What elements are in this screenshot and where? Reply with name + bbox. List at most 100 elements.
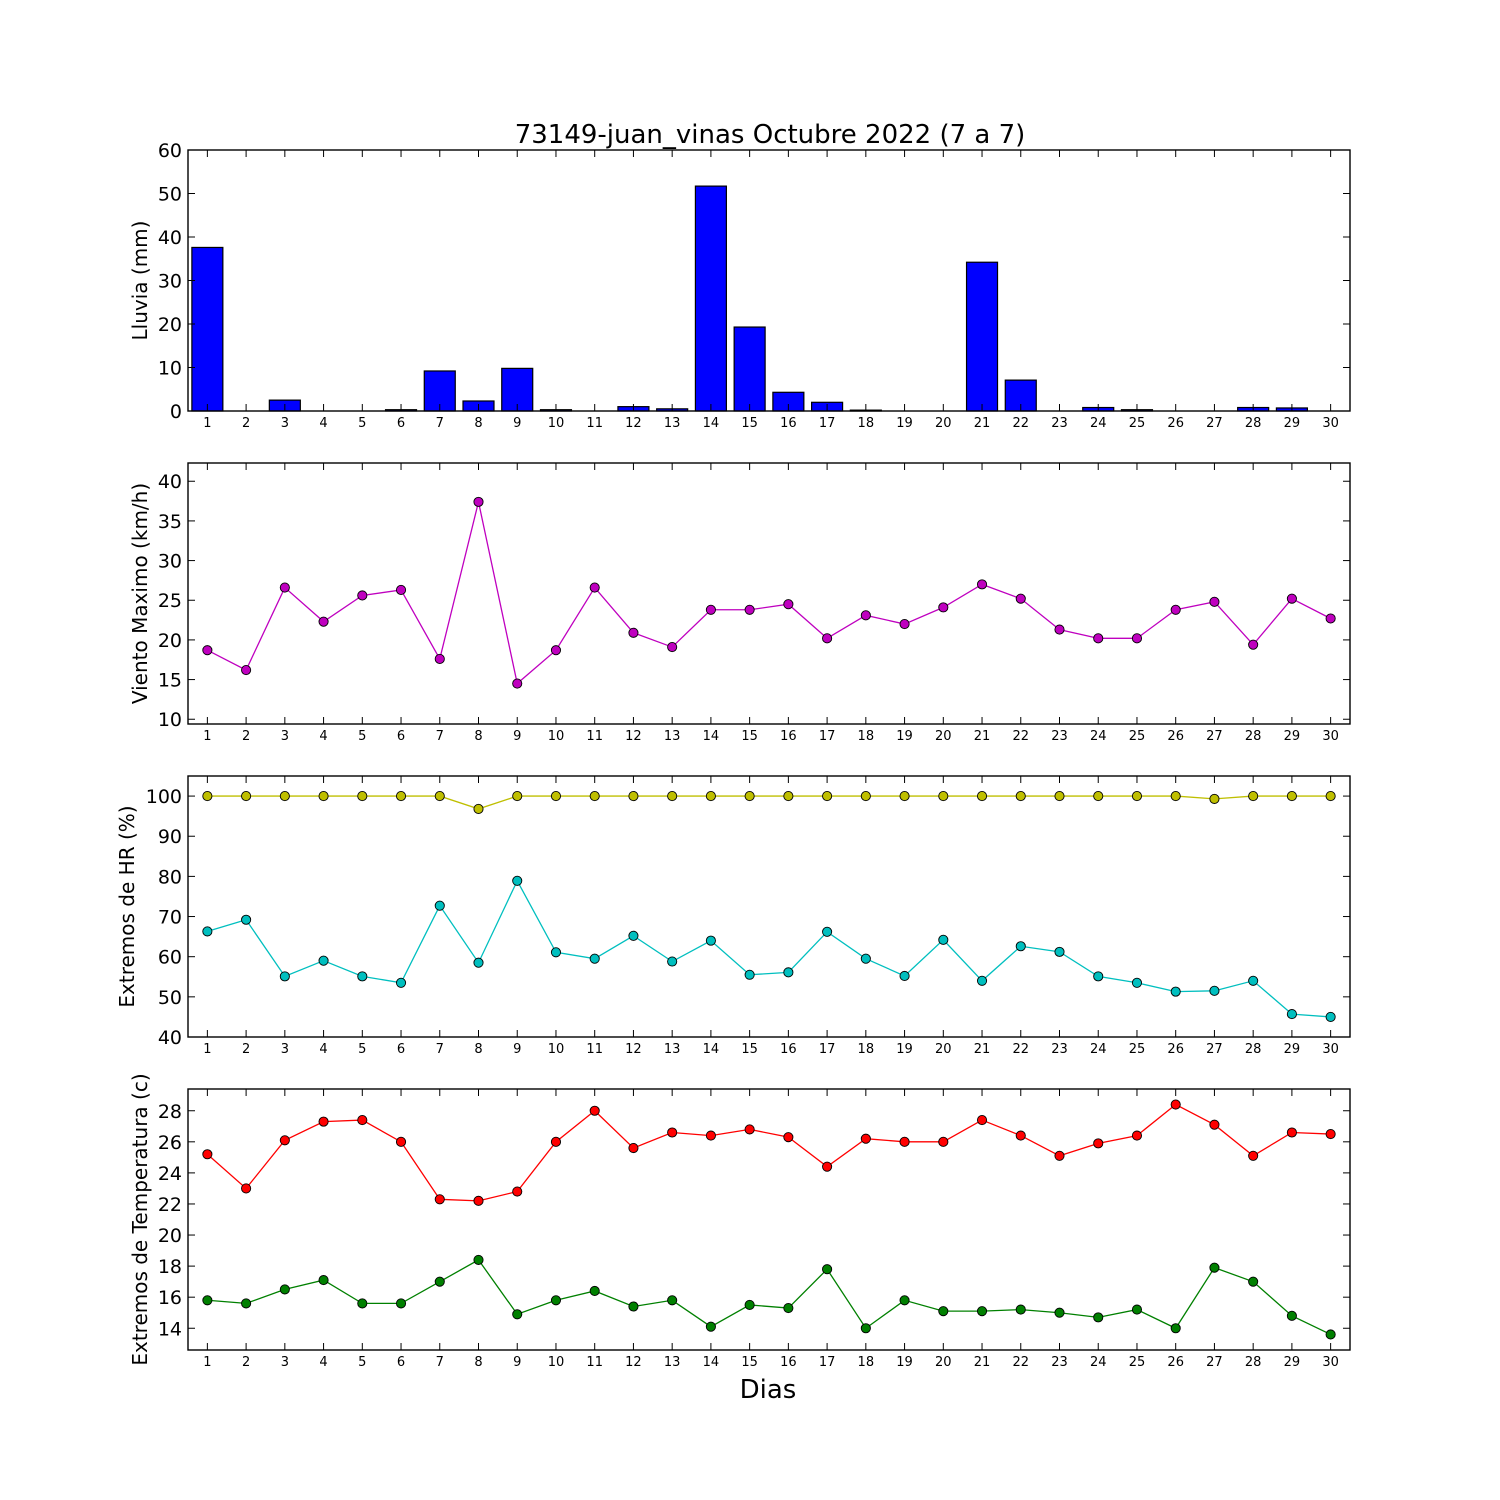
x-tick-label: 27 [1206, 729, 1223, 744]
x-tick-label: 9 [513, 1355, 521, 1370]
series-1-point-10 [550, 645, 562, 656]
series-1-point-23 [1054, 791, 1065, 802]
x-tick-label: 23 [1051, 729, 1068, 744]
x-tick-label: 30 [1322, 1042, 1339, 1057]
series-2-point-22 [1015, 1304, 1026, 1315]
series-2-point-11 [589, 1285, 600, 1297]
series-2-point-1 [202, 926, 213, 937]
figure-title: 73149-juan_vinas Octubre 2022 (7 a 7) [515, 120, 1026, 150]
y-tick-label: 20 [158, 1225, 182, 1247]
y-tick-label: 60 [158, 140, 182, 162]
series-2-point-28 [1248, 1276, 1259, 1287]
series-1-point-19 [899, 618, 910, 630]
series-1-point-13 [667, 791, 678, 802]
x-tick-label: 4 [319, 1042, 327, 1057]
x-tick-label: 21 [974, 416, 991, 431]
series-2-point-3 [279, 1284, 290, 1295]
x-tick-label: 2 [242, 729, 250, 744]
x-tick-label: 1 [203, 1042, 211, 1057]
series-2-point-21 [976, 1306, 988, 1317]
series-2-point-19 [899, 970, 910, 982]
series-1-point-11 [589, 1105, 600, 1116]
series-1-point-16 [783, 599, 794, 610]
x-tick-label: 28 [1245, 729, 1262, 744]
series-1-point-8 [473, 803, 484, 814]
y-tick-label: 10 [158, 709, 182, 731]
y-tick-label: 25 [158, 590, 182, 612]
series-2-point-27 [1209, 985, 1220, 996]
series-2-point-12 [628, 1301, 639, 1312]
x-tick-label: 28 [1245, 416, 1262, 431]
series-1-point-15 [744, 1124, 755, 1135]
x-tick-label: 20 [935, 729, 952, 744]
series-2-point-2 [241, 1298, 252, 1309]
series-2-point-20 [938, 934, 949, 945]
series-1-point-24 [1093, 633, 1104, 644]
x-tick-label: 10 [548, 416, 565, 431]
x-tick-label: 14 [703, 1042, 720, 1057]
series-1-line [207, 795, 1331, 810]
series-1-point-14 [705, 604, 716, 615]
x-tick-label: 20 [935, 416, 952, 431]
series-1-point-1 [202, 1149, 213, 1160]
x-tick-label: 2 [242, 1355, 250, 1370]
y-tick-label: 28 [158, 1101, 182, 1123]
x-tick-label: 29 [1284, 416, 1301, 431]
y-tick-label: 26 [158, 1132, 182, 1154]
series-1-point-7 [434, 791, 445, 802]
y-tick-label: 40 [158, 1027, 182, 1049]
x-tick-label: 12 [625, 729, 642, 744]
bar-day-15 [733, 326, 766, 412]
x-tick-label: 30 [1322, 1355, 1339, 1370]
x-tick-label: 6 [397, 416, 405, 431]
x-tick-label: 22 [1012, 1042, 1029, 1057]
series-2-point-24 [1093, 1312, 1104, 1323]
y-tick-label: 100 [146, 786, 182, 808]
x-tick-label: 5 [358, 416, 366, 431]
series-2-point-7 [434, 900, 445, 911]
series-2-point-3 [279, 971, 290, 982]
series-2-point-9 [512, 875, 523, 886]
series-1-point-21 [976, 579, 988, 590]
x-tick-label: 10 [548, 729, 565, 744]
x-tick-label: 27 [1206, 416, 1223, 431]
series-2-point-20 [938, 1306, 949, 1317]
series-1-point-15 [744, 604, 755, 615]
series-1-point-26 [1170, 1099, 1181, 1110]
series-1-point-10 [550, 1136, 562, 1147]
x-tick-label: 6 [397, 729, 405, 744]
series-1-point-24 [1093, 791, 1104, 802]
series-2-point-30 [1325, 1011, 1336, 1022]
x-tick-label: 14 [703, 416, 720, 431]
series-1-point-13 [667, 1127, 678, 1138]
series-2-point-22 [1015, 941, 1026, 952]
x-tick-label: 23 [1051, 1355, 1068, 1370]
series-1-point-2 [241, 1183, 252, 1194]
series-2-point-9 [512, 1309, 523, 1320]
y-tick-label: 30 [158, 551, 182, 573]
series-1-line [206, 1103, 1331, 1202]
x-tick-label: 30 [1322, 729, 1339, 744]
y-tick-label: 10 [158, 358, 182, 380]
x-tick-label: 8 [474, 416, 482, 431]
y-tick-label: 20 [158, 630, 182, 652]
series-1-point-20 [938, 1136, 949, 1147]
x-tick-label: 19 [896, 729, 913, 744]
series-2-point-5 [357, 1298, 368, 1309]
x-tick-label: 9 [513, 1042, 521, 1057]
series-1-point-23 [1054, 1150, 1065, 1161]
x-tick-label: 9 [513, 416, 521, 431]
series-1-point-29 [1286, 791, 1297, 802]
series-2-point-6 [395, 977, 407, 988]
series-1-point-30 [1325, 791, 1336, 802]
series-2-point-17 [822, 1264, 833, 1275]
series-1-point-3 [279, 791, 290, 802]
x-tick-label: 11 [586, 1042, 603, 1057]
series-2-point-18 [860, 953, 871, 964]
series-1-point-26 [1170, 791, 1181, 802]
series-2-point-8 [473, 957, 484, 968]
series-1-point-14 [705, 1130, 716, 1141]
